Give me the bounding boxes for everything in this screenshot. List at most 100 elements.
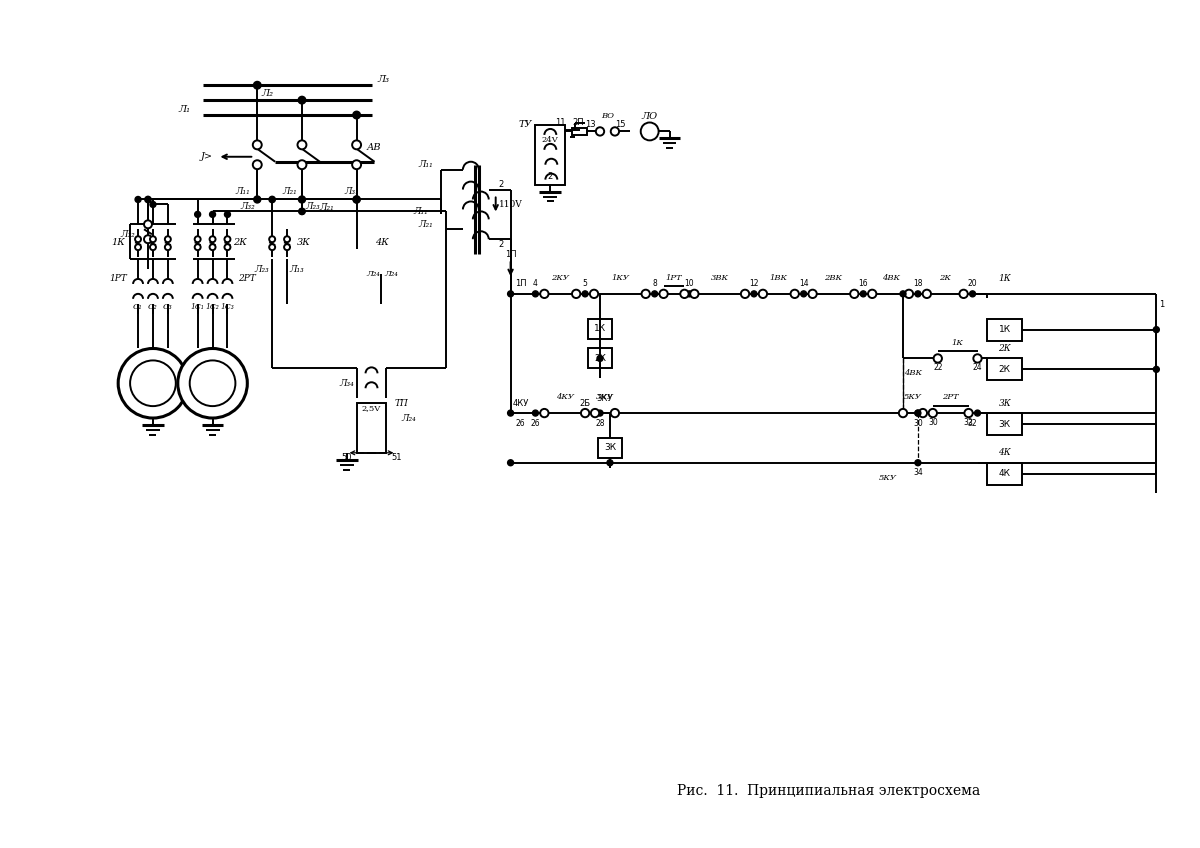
Text: 4К: 4К [374, 237, 389, 247]
Text: 2К: 2К [940, 274, 952, 282]
Text: 2КУ: 2КУ [551, 274, 569, 282]
Circle shape [210, 244, 216, 250]
Circle shape [284, 237, 290, 243]
Text: Л₂₁: Л₂₁ [283, 187, 298, 196]
Text: 2Д: 2Д [204, 378, 221, 388]
Text: 3К: 3К [998, 420, 1010, 428]
Circle shape [533, 291, 539, 297]
Text: 10: 10 [684, 280, 695, 288]
Circle shape [194, 244, 200, 250]
Text: 12: 12 [749, 280, 758, 288]
Text: 2ВК: 2ВК [824, 274, 842, 282]
Circle shape [224, 237, 230, 243]
Text: 5: 5 [583, 280, 588, 288]
Circle shape [210, 237, 216, 243]
Text: Л₂: Л₂ [262, 89, 274, 98]
Circle shape [581, 409, 589, 417]
Circle shape [299, 196, 306, 203]
Circle shape [914, 291, 920, 297]
Circle shape [353, 196, 360, 203]
Text: 1С₂: 1С₂ [205, 303, 220, 310]
Text: 1К: 1К [952, 338, 964, 347]
Text: Рис.  11.  Принципиальная электросхема: Рис. 11. Принципиальная электросхема [677, 784, 980, 798]
Text: Л₁₁: Л₁₁ [419, 160, 433, 170]
Text: 1К: 1К [594, 324, 606, 333]
Text: АВ: АВ [366, 143, 382, 153]
Text: 110V: 110V [499, 200, 522, 209]
Text: 24V: 24V [542, 136, 559, 144]
Circle shape [178, 349, 247, 418]
Circle shape [860, 291, 866, 297]
Circle shape [145, 196, 151, 203]
Text: ТУ: ТУ [518, 120, 533, 130]
Bar [588, 349, 612, 368]
Circle shape [590, 290, 599, 298]
Circle shape [253, 160, 262, 170]
Text: 11: 11 [556, 119, 565, 127]
Circle shape [596, 127, 604, 136]
Circle shape [508, 460, 514, 466]
Text: 4КУ: 4КУ [556, 393, 574, 401]
Text: 1Д: 1Д [145, 378, 161, 388]
Circle shape [914, 460, 920, 466]
Circle shape [970, 291, 976, 297]
Circle shape [144, 220, 152, 228]
Circle shape [652, 291, 658, 297]
Text: 2П: 2П [572, 119, 584, 127]
Circle shape [253, 196, 260, 203]
Circle shape [758, 290, 767, 298]
Text: 3КУ: 3КУ [596, 393, 614, 401]
Circle shape [607, 460, 613, 466]
Circle shape [353, 196, 360, 203]
Circle shape [1153, 326, 1159, 332]
Circle shape [850, 290, 858, 298]
Circle shape [905, 290, 913, 298]
Circle shape [680, 290, 689, 298]
Circle shape [508, 291, 514, 297]
Text: 15: 15 [614, 120, 625, 130]
Text: 3ВК: 3ВК [710, 274, 728, 282]
Text: 1С₃: 1С₃ [221, 303, 234, 310]
Circle shape [253, 81, 262, 89]
Text: 4КУ: 4КУ [512, 399, 529, 408]
Text: Л₃₂: Л₃₂ [240, 202, 254, 211]
Text: Л₂₄: Л₂₄ [401, 414, 416, 422]
Text: С₁: С₁ [133, 303, 143, 310]
Circle shape [582, 291, 588, 297]
Text: 1К: 1К [112, 237, 125, 247]
Text: 2Б: 2Б [580, 399, 590, 408]
Bar [988, 319, 1022, 341]
Circle shape [974, 410, 980, 416]
Text: Л₁: Л₁ [179, 104, 191, 114]
Circle shape [929, 409, 937, 417]
Circle shape [136, 197, 142, 203]
Text: 4: 4 [533, 280, 538, 288]
Circle shape [965, 409, 973, 417]
Text: Л₁₁: Л₁₁ [235, 187, 250, 196]
Text: 3К: 3К [998, 399, 1012, 408]
Text: 3К: 3К [298, 237, 311, 247]
Circle shape [253, 141, 262, 149]
Circle shape [194, 211, 200, 217]
Text: Л₃₄: Л₃₄ [340, 379, 354, 388]
Circle shape [352, 141, 361, 149]
Text: Л₂₁: Л₂₁ [419, 220, 433, 229]
Text: 30: 30 [928, 417, 937, 427]
Text: 16: 16 [858, 280, 868, 288]
Circle shape [210, 211, 216, 217]
Text: 4ВК: 4ВК [882, 274, 900, 282]
Text: 4К: 4К [998, 449, 1012, 457]
Circle shape [590, 409, 599, 417]
Circle shape [791, 290, 799, 298]
Circle shape [299, 209, 305, 215]
Text: 1П: 1П [505, 249, 516, 259]
Text: 2К: 2К [234, 237, 247, 247]
Circle shape [572, 290, 581, 298]
Text: 24: 24 [973, 363, 983, 372]
Circle shape [660, 290, 667, 298]
Bar [598, 438, 622, 458]
Bar [588, 319, 612, 338]
Circle shape [611, 409, 619, 417]
Text: 26: 26 [516, 419, 526, 427]
Text: 2К: 2К [594, 354, 606, 363]
